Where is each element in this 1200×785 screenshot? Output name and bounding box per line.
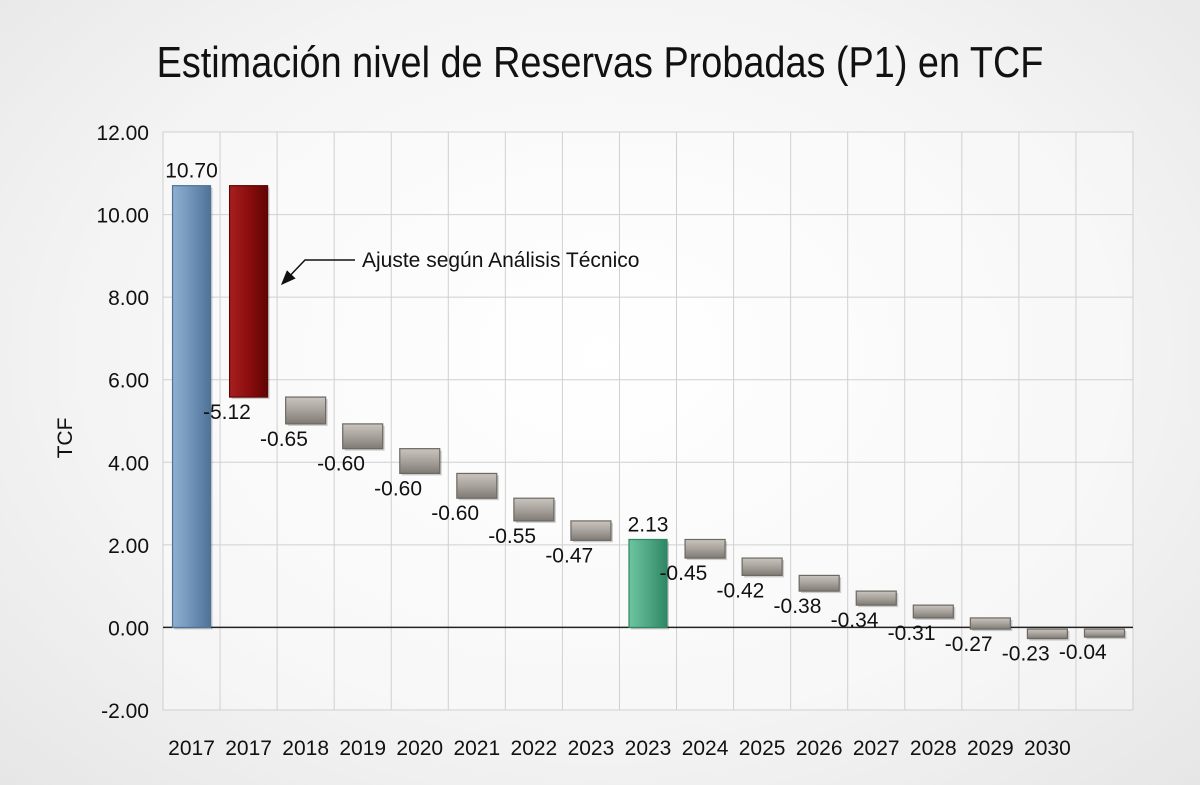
- bar-decrease: [741, 557, 783, 577]
- data-label: -0.60: [317, 453, 365, 476]
- bar-decrease: [969, 617, 1011, 630]
- bar-decrease: [912, 604, 954, 619]
- data-label: 10.70: [165, 160, 218, 183]
- data-label: -0.42: [716, 579, 764, 602]
- data-label: -0.55: [488, 525, 536, 548]
- x-tick-label: 2025: [739, 737, 786, 760]
- y-tick-label: 10.00: [96, 205, 149, 228]
- bar-decrease: [684, 538, 726, 559]
- bar-total: [171, 185, 212, 629]
- data-label: -0.47: [545, 544, 593, 567]
- y-tick-label: 12.00: [96, 122, 149, 145]
- bar-decrease: [342, 423, 384, 450]
- bar-decrease: [513, 497, 555, 522]
- data-label: -0.45: [659, 562, 707, 585]
- x-tick-label: 2018: [282, 737, 329, 760]
- bar-decrease: [285, 396, 327, 425]
- y-tick-label: 0.00: [108, 617, 149, 640]
- y-tick-label: -2.00: [101, 700, 149, 723]
- data-label: -0.23: [1002, 643, 1050, 666]
- x-tick-label: 2020: [396, 737, 443, 760]
- x-tick-label: 2028: [910, 737, 957, 760]
- x-tick-label: 2023: [568, 737, 615, 760]
- bar-decrease: [570, 520, 612, 541]
- data-label: -5.12: [203, 401, 251, 424]
- annotation-arrow: [280, 259, 355, 286]
- y-tick-label: 6.00: [108, 370, 149, 393]
- bar-decrease: [855, 590, 897, 606]
- chart-title: Estimación nivel de Reservas Probadas (P…: [156, 38, 1044, 87]
- data-label: -0.04: [1059, 641, 1107, 664]
- data-label: -0.60: [374, 477, 422, 500]
- annotation: Ajuste según Análisis Técnico: [280, 249, 639, 286]
- x-tick-label: 2021: [453, 737, 500, 760]
- x-tick-label: 2017: [225, 737, 272, 760]
- annotation-text: Ajuste según Análisis Técnico: [362, 249, 639, 272]
- bars: [171, 185, 1127, 641]
- x-tick-label: 2027: [853, 737, 900, 760]
- labels: 12.00 10.00 8.00 6.00 4.00 2.00 0.00 -2.00 2017 2…: [96, 122, 1107, 760]
- bar-decrease: [1026, 628, 1069, 640]
- x-tick-label: 2029: [967, 737, 1014, 760]
- data-label: 2.13: [628, 513, 669, 536]
- x-tick-label: 2023: [625, 737, 672, 760]
- bar-decrease: [399, 448, 441, 475]
- y-tick-label: 8.00: [108, 287, 149, 310]
- y-axis-title: TCF: [54, 418, 77, 459]
- bar-adjustment: [228, 185, 269, 398]
- bar-subtotal: [628, 538, 668, 629]
- bar-decrease: [798, 574, 840, 592]
- bar-decrease: [456, 472, 498, 499]
- y-tick-label: 4.00: [108, 452, 149, 475]
- x-tick-label: 2026: [796, 737, 843, 760]
- x-tick-label: 2030: [1024, 737, 1071, 760]
- x-tick-label: 2022: [511, 737, 558, 760]
- y-tick-label: 2.00: [108, 535, 149, 558]
- x-tick-label: 2024: [682, 737, 729, 760]
- data-label: -0.60: [431, 502, 479, 525]
- data-label: -0.34: [831, 609, 879, 632]
- data-label: -0.27: [945, 633, 993, 656]
- bar-decrease: [1083, 628, 1126, 638]
- x-tick-label: 2017: [168, 737, 215, 760]
- data-label: -0.38: [774, 595, 822, 618]
- data-label: -0.31: [888, 622, 936, 645]
- data-label: -0.65: [260, 428, 308, 451]
- x-tick-label: 2019: [339, 737, 386, 760]
